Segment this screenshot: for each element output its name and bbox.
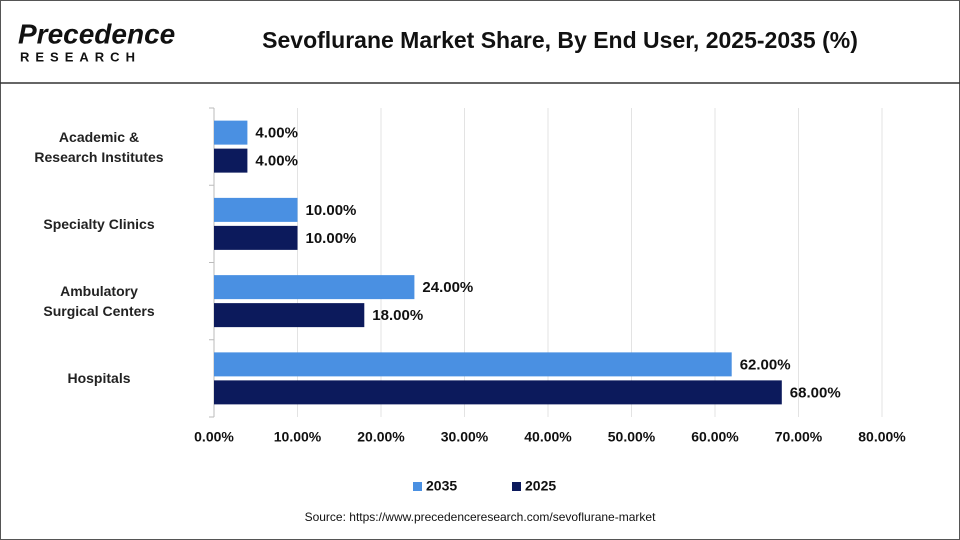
value-label: 10.00%: [306, 230, 357, 247]
y-tick-label: Academic & Research Institutes: [34, 128, 164, 165]
bar: [214, 275, 415, 300]
logo-name: Precedence: [18, 18, 175, 49]
bar: [214, 380, 782, 405]
x-tick-label: 40.00%: [524, 429, 572, 445]
legend-swatch: [413, 482, 422, 491]
x-tick-label: 70.00%: [775, 429, 823, 445]
y-tick-label: Hospitals: [67, 370, 131, 387]
x-tick-label: 80.00%: [858, 429, 906, 445]
bar: [214, 120, 248, 145]
x-tick-label: 20.00%: [357, 429, 405, 445]
legend-label: 2035: [426, 478, 457, 494]
source: Source: https://www.precedenceresearch.c…: [305, 510, 656, 524]
x-tick-label: 10.00%: [274, 429, 322, 445]
bar: [214, 197, 298, 222]
bar: [214, 303, 365, 328]
x-tick-label: 60.00%: [691, 429, 739, 445]
x-tick-label: 0.00%: [194, 429, 234, 445]
value-label: 18.00%: [372, 307, 423, 324]
value-label: 4.00%: [255, 125, 298, 142]
value-label: 24.00%: [422, 279, 473, 296]
legend-swatch: [512, 482, 521, 491]
x-tick-label: 50.00%: [608, 429, 656, 445]
bar: [214, 148, 248, 173]
value-label: 4.00%: [255, 153, 298, 170]
x-tick-label: 30.00%: [441, 429, 489, 445]
value-label: 68.00%: [790, 384, 841, 401]
legend-label: 2025: [525, 478, 556, 494]
value-label: 10.00%: [306, 202, 357, 219]
bar: [214, 225, 298, 250]
y-tick-label: Specialty Clinics: [43, 215, 155, 232]
y-tick-label: Ambulatory Surgical Centers: [43, 283, 155, 320]
value-label: 62.00%: [740, 356, 791, 373]
chart-title: Sevoflurane Market Share, By End User, 2…: [262, 27, 858, 53]
logo-tagline: RESEARCH: [20, 49, 141, 64]
bar: [214, 352, 732, 377]
